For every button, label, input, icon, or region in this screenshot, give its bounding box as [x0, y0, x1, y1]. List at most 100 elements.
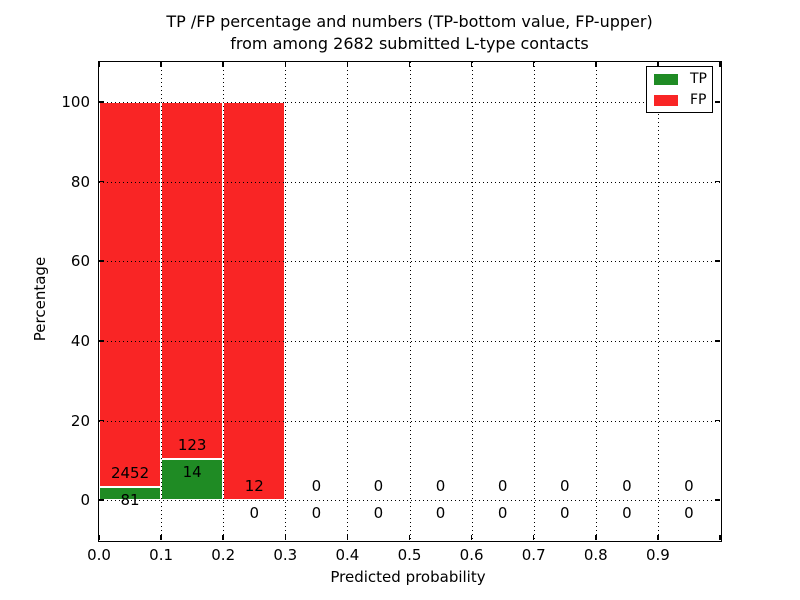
gridline-horizontal [99, 340, 720, 342]
annotation-tp-count-bin-2: 0 [249, 504, 260, 523]
bar-fp-bin-1 [161, 101, 224, 460]
x-tick-label-0.8: 0.8 [583, 546, 608, 564]
gridline-vertical [347, 62, 349, 540]
x-tick-mark [284, 62, 287, 67]
legend-swatch-fp [654, 94, 678, 106]
annotation-tp-count-bin-6: 0 [497, 504, 508, 523]
annotation-tp-count-bin-4: 0 [373, 504, 384, 523]
gridline-vertical [595, 62, 597, 540]
annotation-fp-count-bin-8: 0 [622, 477, 632, 496]
legend-label-fp: FP [690, 92, 707, 108]
x-tick-label-0.4: 0.4 [335, 546, 360, 564]
x-tick-mark [98, 535, 100, 540]
annotation-tp-count-bin-5: 0 [435, 504, 446, 523]
y-tick-mark [715, 180, 720, 183]
bar-tp-bin-0 [99, 487, 162, 501]
annotation-fp-count-bin-6: 0 [497, 477, 508, 496]
legend-entry-fp: FP [654, 93, 707, 107]
y-tick-label-20: 20 [70, 411, 90, 430]
annotation-tp-count-bin-0: 81 [120, 491, 140, 510]
x-tick-label-0.1: 0.1 [149, 546, 174, 564]
annotation-tp-count-bin-9: 0 [684, 504, 694, 523]
y-tick-mark [715, 340, 720, 342]
x-tick-mark [346, 535, 349, 540]
y-tick-label-0: 0 [80, 491, 90, 510]
legend-entry-tp: TP [654, 72, 707, 86]
y-tick-label-40: 40 [70, 331, 90, 350]
x-tick-mark [470, 62, 473, 67]
legend: TP FP [646, 66, 713, 113]
y-tick-mark [715, 499, 720, 501]
gridline-vertical [285, 62, 287, 540]
chart-title-line1: TP /FP percentage and numbers (TP-bottom… [166, 12, 653, 31]
x-tick-mark [719, 535, 721, 540]
bar-fp-bin-2 [223, 101, 286, 501]
annotation-fp-count-bin-9: 0 [684, 477, 694, 496]
y-tick-mark [99, 180, 104, 183]
annotation-tp-count-bin-8: 0 [622, 504, 632, 523]
legend-swatch-tp [654, 73, 678, 85]
annotation-fp-count-bin-4: 0 [373, 477, 384, 496]
gridline-vertical [223, 62, 225, 540]
gridline-horizontal [99, 420, 720, 422]
x-tick-mark [408, 62, 411, 67]
x-tick-label-0.0: 0.0 [87, 546, 111, 564]
y-tick-mark [715, 419, 720, 422]
bar-fp-bin-0 [99, 101, 162, 488]
chart-title-line2: from among 2682 submitted L-type contact… [230, 34, 589, 53]
annotation-tp-count-bin-3: 0 [311, 504, 322, 523]
x-tick-mark [657, 62, 659, 67]
annotation-tp-count-bin-7: 0 [559, 504, 570, 523]
x-tick-label-0.7: 0.7 [521, 546, 546, 564]
annotation-fp-count-bin-5: 0 [435, 477, 446, 496]
annotation-fp-count-bin-1: 123 [177, 436, 207, 455]
x-tick-label-0.3: 0.3 [273, 546, 298, 564]
gridline-horizontal [99, 101, 720, 103]
x-tick-mark [595, 535, 597, 540]
gridline-vertical [657, 62, 659, 540]
x-tick-mark [532, 535, 535, 540]
gridline-vertical [533, 62, 535, 540]
annotation-fp-count-bin-3: 0 [311, 477, 322, 496]
x-tick-label-0.2: 0.2 [211, 546, 236, 564]
gridline-vertical [161, 62, 163, 540]
annotation-tp-count-bin-1: 14 [182, 463, 202, 482]
plot-area: TP FP 2452 81 123 14 12 0 0 0 0 0 0 0 0 0 0 0 0 0 0 0 [97, 60, 722, 542]
legend-label-tp: TP [690, 71, 707, 87]
annotation-fp-count-bin-2: 12 [244, 477, 264, 496]
y-tick-mark [715, 101, 720, 103]
y-tick-mark [99, 419, 104, 422]
x-tick-mark [346, 62, 349, 67]
y-tick-label-80: 80 [70, 172, 90, 191]
gridline-vertical [471, 62, 473, 540]
x-tick-mark [408, 535, 411, 540]
x-tick-mark [657, 535, 659, 540]
gridline-horizontal [99, 181, 720, 183]
x-tick-label-0.6: 0.6 [459, 546, 484, 564]
y-tick-mark [99, 340, 104, 342]
x-tick-mark [470, 535, 473, 540]
x-tick-mark [222, 535, 224, 540]
y-tick-mark [99, 499, 104, 501]
x-tick-mark [719, 62, 721, 67]
gridline-horizontal [99, 261, 720, 263]
x-tick-label-0.9: 0.9 [645, 546, 670, 564]
x-tick-mark [160, 62, 162, 67]
gridline-horizontal [99, 500, 720, 502]
y-tick-mark [99, 260, 104, 262]
x-tick-mark [595, 62, 597, 67]
y-tick-label-100: 100 [61, 92, 90, 111]
x-axis-label: Predicted probability [330, 568, 486, 586]
x-tick-mark [160, 535, 162, 540]
y-tick-mark [99, 101, 104, 103]
x-tick-label-0.5: 0.5 [397, 546, 422, 564]
y-tick-mark [715, 260, 720, 262]
x-tick-mark [222, 62, 224, 67]
x-tick-mark [532, 62, 535, 67]
gridline-vertical [409, 62, 411, 540]
annotation-fp-count-bin-0: 2452 [110, 464, 150, 483]
x-tick-mark [284, 535, 287, 540]
bar-tp-bin-1 [161, 459, 224, 501]
x-tick-mark [98, 62, 100, 67]
